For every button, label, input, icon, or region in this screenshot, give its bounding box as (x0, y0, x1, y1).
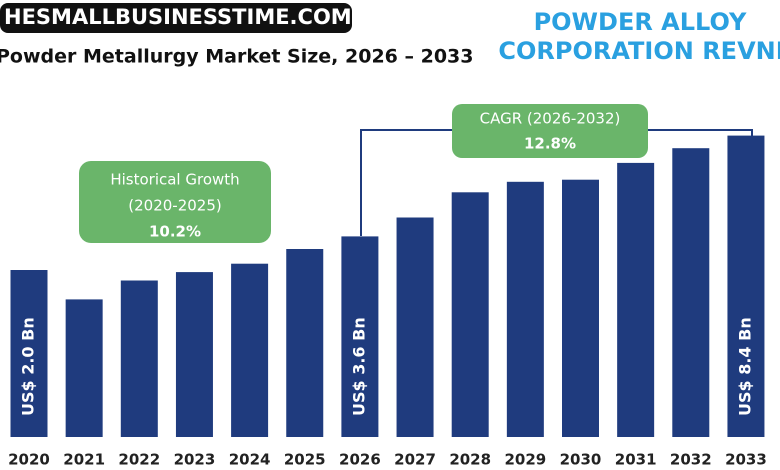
x-tick-label: 2021 (63, 451, 105, 469)
side-title: POWDER ALLOY (534, 8, 747, 36)
x-tick-label: 2020 (8, 451, 50, 469)
x-tick-label: 2028 (449, 451, 491, 469)
x-tick-label: 2031 (615, 451, 657, 469)
x-tick-label: 2023 (174, 451, 216, 469)
x-tick-label: 2029 (504, 451, 546, 469)
bar (286, 249, 324, 437)
annotation-box (452, 104, 648, 158)
bar (727, 135, 765, 437)
value-label: US$ 8.4 Bn (735, 317, 754, 416)
x-tick-label: 2033 (725, 451, 767, 469)
bar (120, 280, 158, 437)
header: HESMALLBUSINESSTIME.COM (4, 5, 352, 29)
bar (672, 148, 710, 437)
bar (231, 263, 269, 437)
bar (506, 181, 544, 437)
x-tick-label: 2022 (118, 451, 160, 469)
header-badge (0, 3, 352, 33)
value-label: US$ 3.6 Bn (349, 317, 368, 416)
x-tick-label: 2024 (229, 451, 271, 469)
bar (562, 179, 599, 437)
annotation-box (79, 161, 271, 243)
annotation: 12.8% (524, 135, 576, 153)
side-title: CORPORATION REVNEU (498, 37, 780, 65)
bar (617, 162, 655, 437)
x-tick-label: 2025 (284, 451, 326, 469)
bar (396, 217, 434, 437)
annotation: Historical Growth (110, 171, 239, 189)
x-tick-label: 2032 (670, 451, 712, 469)
bar (451, 192, 489, 437)
annotation: (2020-2025) (128, 197, 221, 215)
bar (65, 299, 103, 437)
x-tick-label: 2030 (560, 451, 602, 469)
x-tick-label: 2026 (339, 451, 381, 469)
annotation: CAGR (2026-2032) (480, 110, 621, 128)
chart-title: Powder Metallurgy Market Size, 2026 – 20… (0, 46, 474, 68)
value-label: US$ 2.0 Bn (19, 317, 38, 416)
x-tick-label: 2027 (394, 451, 436, 469)
annotation: 10.2% (149, 223, 201, 241)
bar (10, 270, 48, 437)
bar (341, 236, 379, 437)
bar (175, 272, 213, 437)
